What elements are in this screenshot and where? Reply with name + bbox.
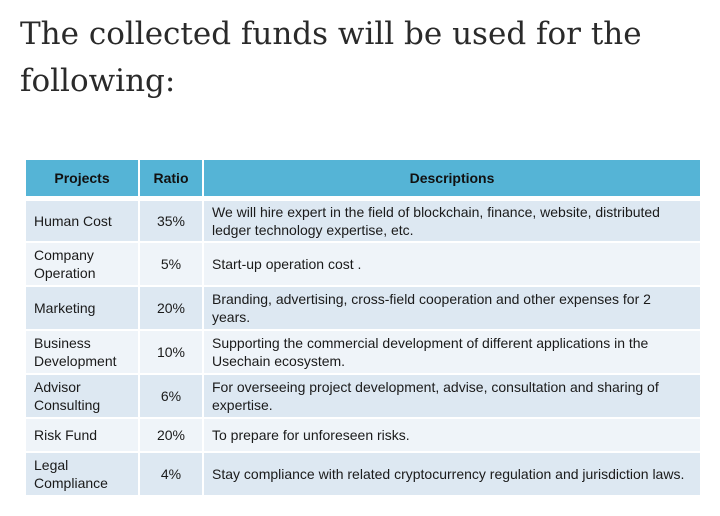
header-projects: Projects [24, 160, 140, 198]
project-cell: Business Development [24, 330, 140, 374]
project-cell: Risk Fund [24, 418, 140, 452]
table-row: Advisor Consulting 6% For overseeing pro… [24, 374, 702, 418]
table-row: Risk Fund 20% To prepare for unforeseen … [24, 418, 702, 452]
ratio-cell: 6% [138, 374, 204, 418]
table-row: Business Development 10% Supporting the … [24, 330, 702, 374]
ratio-cell: 4% [138, 452, 204, 496]
description-cell: For overseeing project development, advi… [202, 374, 702, 418]
ratio-cell: 20% [138, 286, 204, 330]
project-cell: Legal Compliance [24, 452, 140, 496]
description-cell: Branding, advertising, cross-field coope… [202, 286, 702, 330]
project-cell: Marketing [24, 286, 140, 330]
ratio-cell: 10% [138, 330, 204, 374]
header-ratio: Ratio [138, 160, 204, 198]
description-cell: Supporting the commercial development of… [202, 330, 702, 374]
project-cell: Advisor Consulting [24, 374, 140, 418]
table-row: Legal Compliance 4% Stay compliance with… [24, 452, 702, 496]
page-heading: The collected funds will be used for the… [20, 16, 642, 99]
project-cell: Company Operation [24, 242, 140, 286]
description-cell: Stay compliance with related cryptocurre… [202, 452, 702, 496]
header-descriptions: Descriptions [202, 160, 702, 198]
table-row: Human Cost 35% We will hire expert in th… [24, 198, 702, 242]
ratio-cell: 20% [138, 418, 204, 452]
table-row: Marketing 20% Branding, advertising, cro… [24, 286, 702, 330]
funds-allocation-table: Projects Ratio Descriptions Human Cost 3… [24, 160, 702, 497]
table-header-row: Projects Ratio Descriptions [24, 160, 702, 198]
ratio-cell: 5% [138, 242, 204, 286]
description-cell: We will hire expert in the field of bloc… [202, 198, 702, 242]
description-cell: Start-up operation cost . [202, 242, 702, 286]
description-cell: To prepare for unforeseen risks. [202, 418, 702, 452]
ratio-cell: 35% [138, 198, 204, 242]
project-cell: Human Cost [24, 198, 140, 242]
table-row: Company Operation 5% Start-up operation … [24, 242, 702, 286]
